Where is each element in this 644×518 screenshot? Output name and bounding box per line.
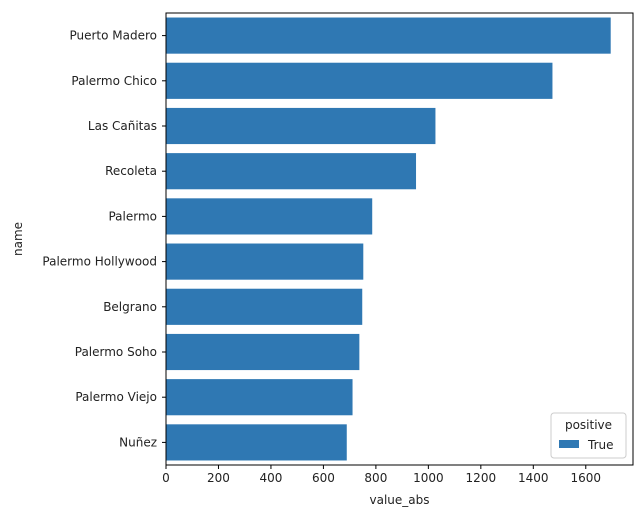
x-tick-label: 200 <box>207 471 230 485</box>
legend-swatch <box>559 440 579 448</box>
y-tick-label: Nuñez <box>119 435 157 449</box>
bar-recoleta <box>166 153 417 190</box>
y-tick-label: Palermo Viejo <box>75 390 157 404</box>
x-tick-label: 1000 <box>413 471 444 485</box>
bar-palermo-soho <box>166 333 360 371</box>
y-tick-label: Recoleta <box>105 164 157 178</box>
y-axis-label: name <box>11 222 25 256</box>
bar-las-ca-itas <box>166 107 436 145</box>
x-tick-label: 1400 <box>518 471 549 485</box>
bar-nu-ez <box>166 424 347 461</box>
bar-palermo-chico <box>166 62 553 99</box>
legend: positive True <box>550 412 627 459</box>
x-axis-ticks: 0 200 400 600 800 1000 1200 1400 1600 <box>162 465 601 485</box>
x-tick-label: 400 <box>259 471 282 485</box>
x-axis-label: value_abs <box>370 493 430 507</box>
legend-title: positive <box>565 418 612 432</box>
bar-palermo <box>166 198 373 235</box>
x-tick-label: 0 <box>162 471 170 485</box>
y-tick-label: Puerto Madero <box>69 29 157 43</box>
bars-group <box>166 17 611 461</box>
bar-puerto-madero <box>166 17 611 54</box>
y-tick-label: Palermo Chico <box>71 74 157 88</box>
legend-entry-true: True <box>587 438 614 452</box>
bar-palermo-viejo <box>166 379 353 416</box>
y-tick-label: Palermo Hollywood <box>42 255 157 269</box>
y-axis-ticks: Puerto Madero Palermo Chico Las Cañitas Rec… <box>42 29 166 449</box>
y-tick-label: Palermo <box>108 209 157 223</box>
bar-palermo-hollywood <box>166 243 364 280</box>
x-tick-label: 800 <box>364 471 387 485</box>
plot-frame <box>165 12 634 466</box>
x-tick-label: 1200 <box>466 471 497 485</box>
y-tick-label: Las Cañitas <box>88 119 157 133</box>
y-tick-label: Belgrano <box>103 300 157 314</box>
bar-belgrano <box>166 288 363 325</box>
y-tick-label: Palermo Soho <box>75 345 157 359</box>
x-tick-label: 600 <box>312 471 335 485</box>
x-tick-label: 1600 <box>571 471 602 485</box>
